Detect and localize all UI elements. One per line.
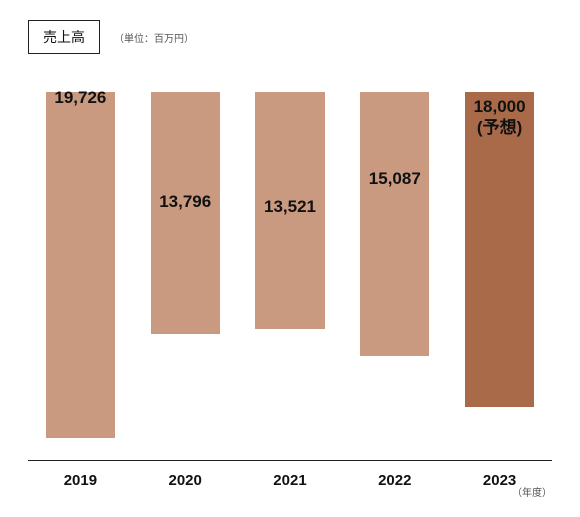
x-tick-label: 2020 [133, 472, 238, 489]
chart-title: 売上高 [28, 20, 100, 54]
bar-value-label: 19,726 [7, 87, 154, 108]
bar-slot: 19,7262019 [28, 92, 133, 460]
x-tick-label: 2022 [342, 472, 447, 489]
bar-rect [46, 92, 115, 438]
chart-unit-note: （単位：百万円） [114, 30, 194, 45]
bar-slot: 13,5212021 [238, 92, 343, 460]
x-tick-label: 2021 [238, 472, 343, 489]
bar-rect [151, 92, 220, 334]
bar-rect [465, 92, 534, 407]
chart-bars: 19,726201913,796202013,521202115,0872022… [28, 92, 552, 460]
bar-slot: 18,000(予想)2023 [447, 92, 552, 460]
bar-value-label: 15,087 [321, 168, 468, 189]
chart-plot-area: 19,726201913,796202013,521202115,0872022… [28, 92, 552, 461]
x-axis-caption: （年度） [512, 484, 552, 499]
chart-header: 売上高 （単位：百万円） [28, 20, 194, 54]
bar-value-label: 13,521 [217, 196, 364, 217]
bar-slot: 13,7962020 [133, 92, 238, 460]
bar-value-label: 18,000(予想) [426, 96, 573, 139]
x-tick-label: 2019 [28, 472, 133, 489]
revenue-bar-chart: 売上高 （単位：百万円） 19,726201913,796202013,5212… [0, 0, 580, 517]
bar-rect [360, 92, 429, 356]
bar-slot: 15,0872022 [342, 92, 447, 460]
